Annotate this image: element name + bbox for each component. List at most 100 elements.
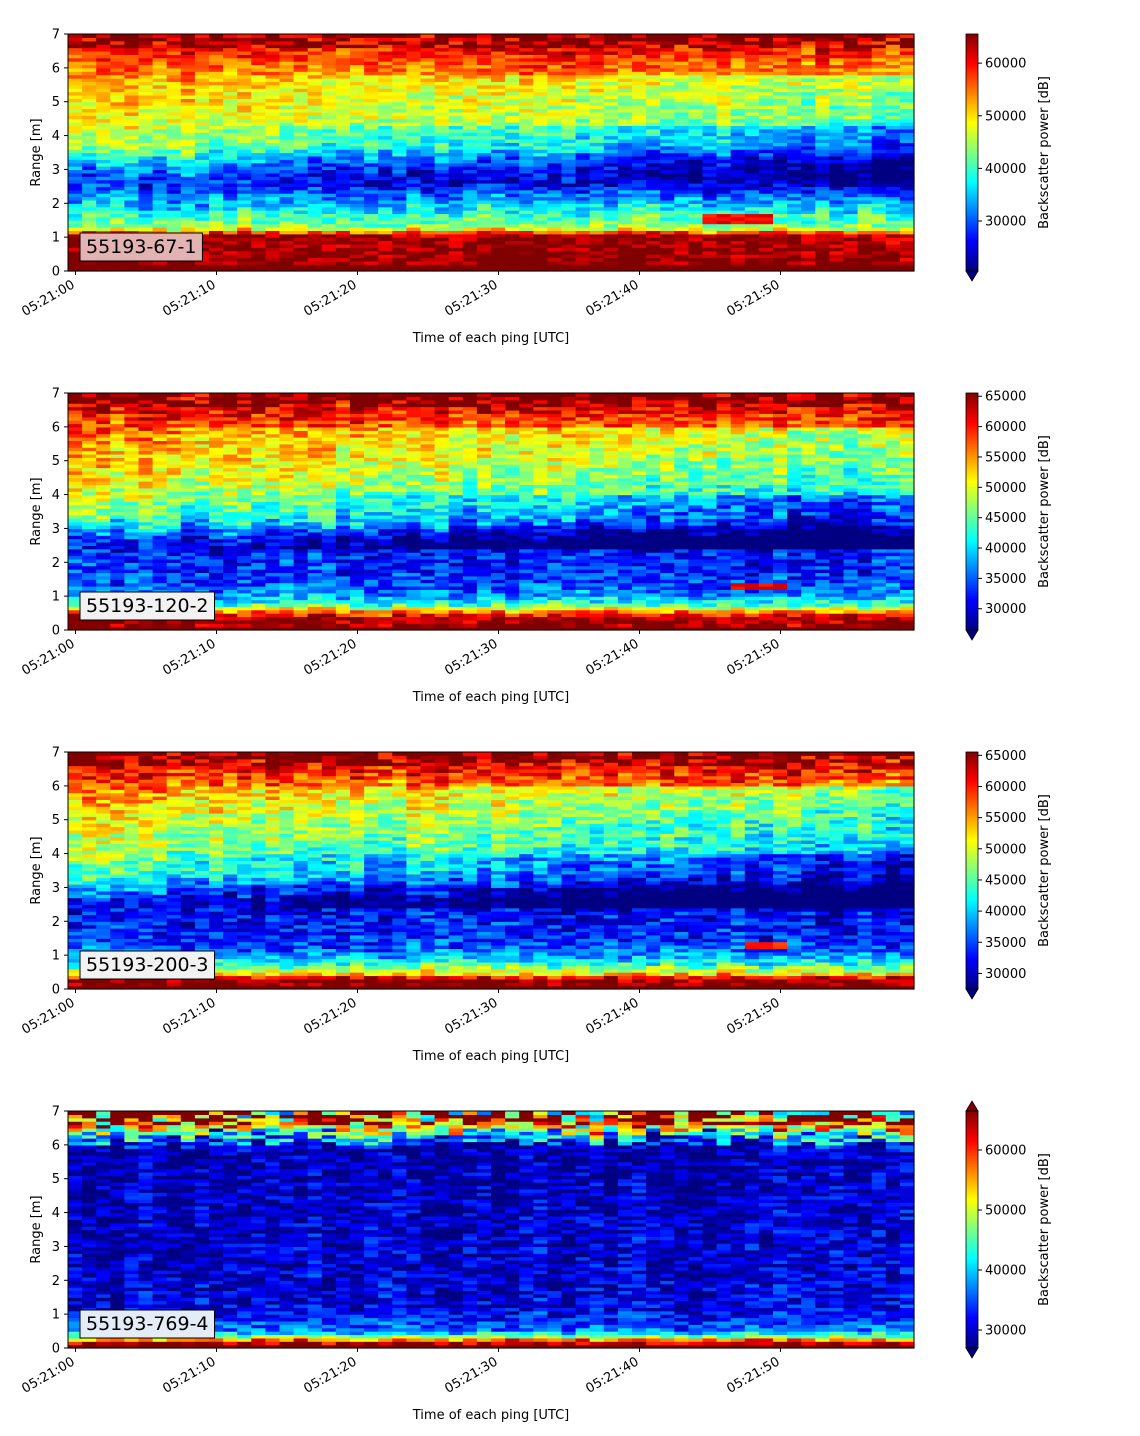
heatmap-cell [82,162,97,167]
heatmap-cell [152,393,168,397]
heatmap-cell [82,57,97,62]
heatmap-cell [716,34,732,38]
heatmap-cell [110,40,125,45]
heatmap-cell [110,67,125,72]
heatmap-cell [96,64,111,69]
heatmap-cell [68,47,83,52]
heatmap-cell [110,260,125,265]
heatmap-cell [82,189,97,194]
heatmap-cell [124,264,140,269]
heatmap-cell [110,189,125,194]
heatmap-cell [82,67,97,72]
heatmap-cell [96,179,111,184]
heatmap-cell [617,34,633,38]
heatmap-cell [96,54,111,59]
heatmap-cell [124,393,140,397]
heatmap-cell [110,216,125,221]
heatmap-cell [96,264,111,269]
heatmap-cell [68,145,83,150]
heatmap-cell [96,142,111,147]
heatmap-cell [110,138,125,143]
heatmap-cell [110,44,125,49]
heatmap-cell [773,34,788,38]
heatmap-cell [82,71,97,76]
heatmap-cell [96,196,111,201]
heatmap-cell [96,101,111,106]
heatmap-cell [68,94,83,99]
heatmap-cell [96,203,111,208]
heatmap-cell [82,155,97,160]
panel-label-text: 55193-67-1 [86,236,196,258]
heatmap-cell [166,34,182,38]
heatmap-cell [110,37,125,42]
heatmap-cell [68,149,83,154]
heatmap-cell [82,138,97,143]
heatmap-cell [82,50,97,55]
heatmap-cell [82,166,97,171]
heatmap-cell [68,203,83,208]
y-tick-label: 4 [52,129,60,144]
x-tick-label: 05:21:10 [160,277,218,319]
heatmap-cell [82,264,97,269]
heatmap-cell [82,145,97,150]
heatmap-cell [350,34,365,38]
heatmap-cell [82,196,97,201]
heatmap-cell [82,226,97,231]
heatmap-cell [82,118,97,123]
heatmap-cell [96,162,111,167]
heatmap-cell [491,34,506,38]
heatmap-cell [110,50,125,55]
heatmap-cell [96,210,111,215]
y-tick-label: 0 [52,265,60,280]
heatmap-cell [68,118,83,123]
heatmap-cell [279,34,295,38]
heatmap-cell [110,71,125,76]
heatmap-cell [96,182,111,187]
heatmap-cell [110,64,125,69]
y-tick-label: 1 [52,231,60,246]
heatmap-cell [194,34,210,38]
heatmap-cell [82,169,97,174]
heatmap-cell [96,118,111,123]
heatmap-cell [96,230,111,235]
heatmap-cell [82,193,97,198]
heatmap-cell [68,176,83,181]
heatmap-cell [110,152,125,157]
heatmap-cell [138,34,154,38]
heatmap-cell [68,125,83,130]
heatmap-cell [68,230,83,235]
heatmap-cell [82,88,97,93]
heatmap-cell [758,34,774,38]
heatmap-cell [547,34,563,38]
heatmap-cell [68,57,83,62]
heatmap-cell [96,199,111,204]
heatmap-cell [68,152,83,157]
heatmap-cell [180,34,196,38]
heatmap-cell [899,34,915,38]
heatmap-cell [68,111,83,116]
heatmap-cell [209,34,224,38]
heatmap-cell [110,54,125,59]
heatmap-cell [110,226,125,231]
heatmap-cell [561,34,577,38]
heatmap-cell [68,44,83,49]
heatmap-cell [68,81,83,86]
heatmap-cell [82,210,97,215]
x-tick-label: 05:21:50 [724,277,782,319]
heatmap-cell [82,152,97,157]
heatmap-cell [82,111,97,116]
heatmap-cell [68,213,83,218]
heatmap-cell [434,34,450,38]
heatmap-cell [68,179,83,184]
heatmap-cell [110,94,125,99]
heatmap-cell [589,34,605,38]
heatmap-cell [68,162,83,167]
heatmap-cell [82,47,97,52]
heatmap-cell [82,172,97,177]
heatmap-cell [68,250,83,255]
heatmap-cell [82,64,97,69]
heatmap-cell [82,54,97,59]
